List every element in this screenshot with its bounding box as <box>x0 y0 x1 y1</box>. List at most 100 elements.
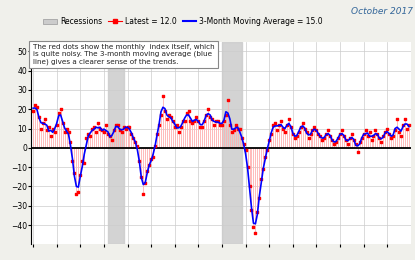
Point <box>400 122 406 127</box>
Point <box>36 115 42 119</box>
Point <box>366 130 373 134</box>
Point <box>221 119 227 123</box>
Point <box>404 126 410 131</box>
Point <box>136 159 143 164</box>
Point <box>128 132 135 136</box>
Point <box>209 117 215 121</box>
Point <box>384 126 391 131</box>
Point <box>229 130 235 134</box>
Point <box>250 225 257 229</box>
Point <box>185 109 192 113</box>
Point <box>69 159 76 164</box>
Point <box>222 113 229 117</box>
Point <box>173 122 180 127</box>
Bar <box>222 42 242 244</box>
Point <box>177 125 184 129</box>
Point <box>164 117 170 121</box>
Point <box>95 121 101 125</box>
Point <box>311 125 318 129</box>
Point <box>203 113 210 117</box>
Point <box>364 134 371 138</box>
Point <box>160 94 166 98</box>
Point <box>262 155 269 160</box>
Point <box>360 132 367 136</box>
Point <box>217 122 223 127</box>
Point <box>67 140 74 144</box>
Point <box>134 144 141 148</box>
Point <box>140 192 146 196</box>
Point <box>55 111 62 115</box>
Point <box>197 125 204 129</box>
Point <box>199 125 205 129</box>
Point <box>44 128 50 133</box>
Point <box>110 128 117 133</box>
Point <box>354 150 361 154</box>
Point <box>372 128 379 133</box>
Point <box>130 136 137 140</box>
Point <box>290 132 296 136</box>
Point <box>374 132 381 136</box>
Point <box>382 130 388 134</box>
Point <box>343 138 349 142</box>
Point <box>329 138 335 142</box>
Point <box>260 167 266 171</box>
Point <box>59 121 66 125</box>
Point <box>181 119 188 123</box>
Point <box>91 125 98 129</box>
Point <box>299 121 306 125</box>
Point <box>351 138 357 142</box>
Point <box>195 119 202 123</box>
Point <box>42 117 48 121</box>
Point <box>73 192 80 196</box>
Point <box>89 126 95 131</box>
Point <box>39 121 46 125</box>
Point <box>238 136 245 140</box>
Point <box>305 136 312 140</box>
Point <box>248 207 255 212</box>
Point <box>193 115 200 119</box>
Point <box>144 169 151 173</box>
Point <box>362 128 369 133</box>
Point <box>356 140 363 144</box>
Point <box>301 126 308 131</box>
Point <box>51 130 58 134</box>
Point <box>118 130 125 134</box>
Point <box>191 119 198 123</box>
Point <box>291 136 298 140</box>
Point <box>112 122 119 127</box>
Point <box>293 134 300 138</box>
Point <box>331 142 337 146</box>
Text: The red dots show the monthly  index itself, which
is quite noisy. The 3-month m: The red dots show the monthly index itse… <box>33 44 215 65</box>
Point <box>252 231 259 235</box>
Point <box>47 134 54 138</box>
Point <box>219 122 225 127</box>
Point <box>237 126 243 131</box>
Point <box>115 122 121 127</box>
Point <box>132 140 139 144</box>
Point <box>107 134 113 138</box>
Point <box>49 126 56 131</box>
Point <box>240 142 247 146</box>
Point <box>142 180 149 185</box>
Point <box>268 132 274 136</box>
Point <box>344 142 351 146</box>
Point <box>392 128 398 133</box>
Point <box>46 125 52 129</box>
Point <box>347 136 353 140</box>
Point <box>274 128 281 133</box>
Point <box>65 130 72 134</box>
Point <box>319 138 326 142</box>
Point <box>370 134 377 138</box>
Point <box>71 171 78 175</box>
Point <box>402 117 408 121</box>
Point <box>230 128 237 133</box>
Point <box>179 119 186 123</box>
Point <box>386 132 393 136</box>
Point <box>295 130 302 134</box>
Bar <box>108 42 124 244</box>
Point <box>315 132 322 136</box>
Point <box>75 190 82 194</box>
Point <box>54 122 60 127</box>
Point <box>122 126 129 131</box>
Point <box>303 130 310 134</box>
